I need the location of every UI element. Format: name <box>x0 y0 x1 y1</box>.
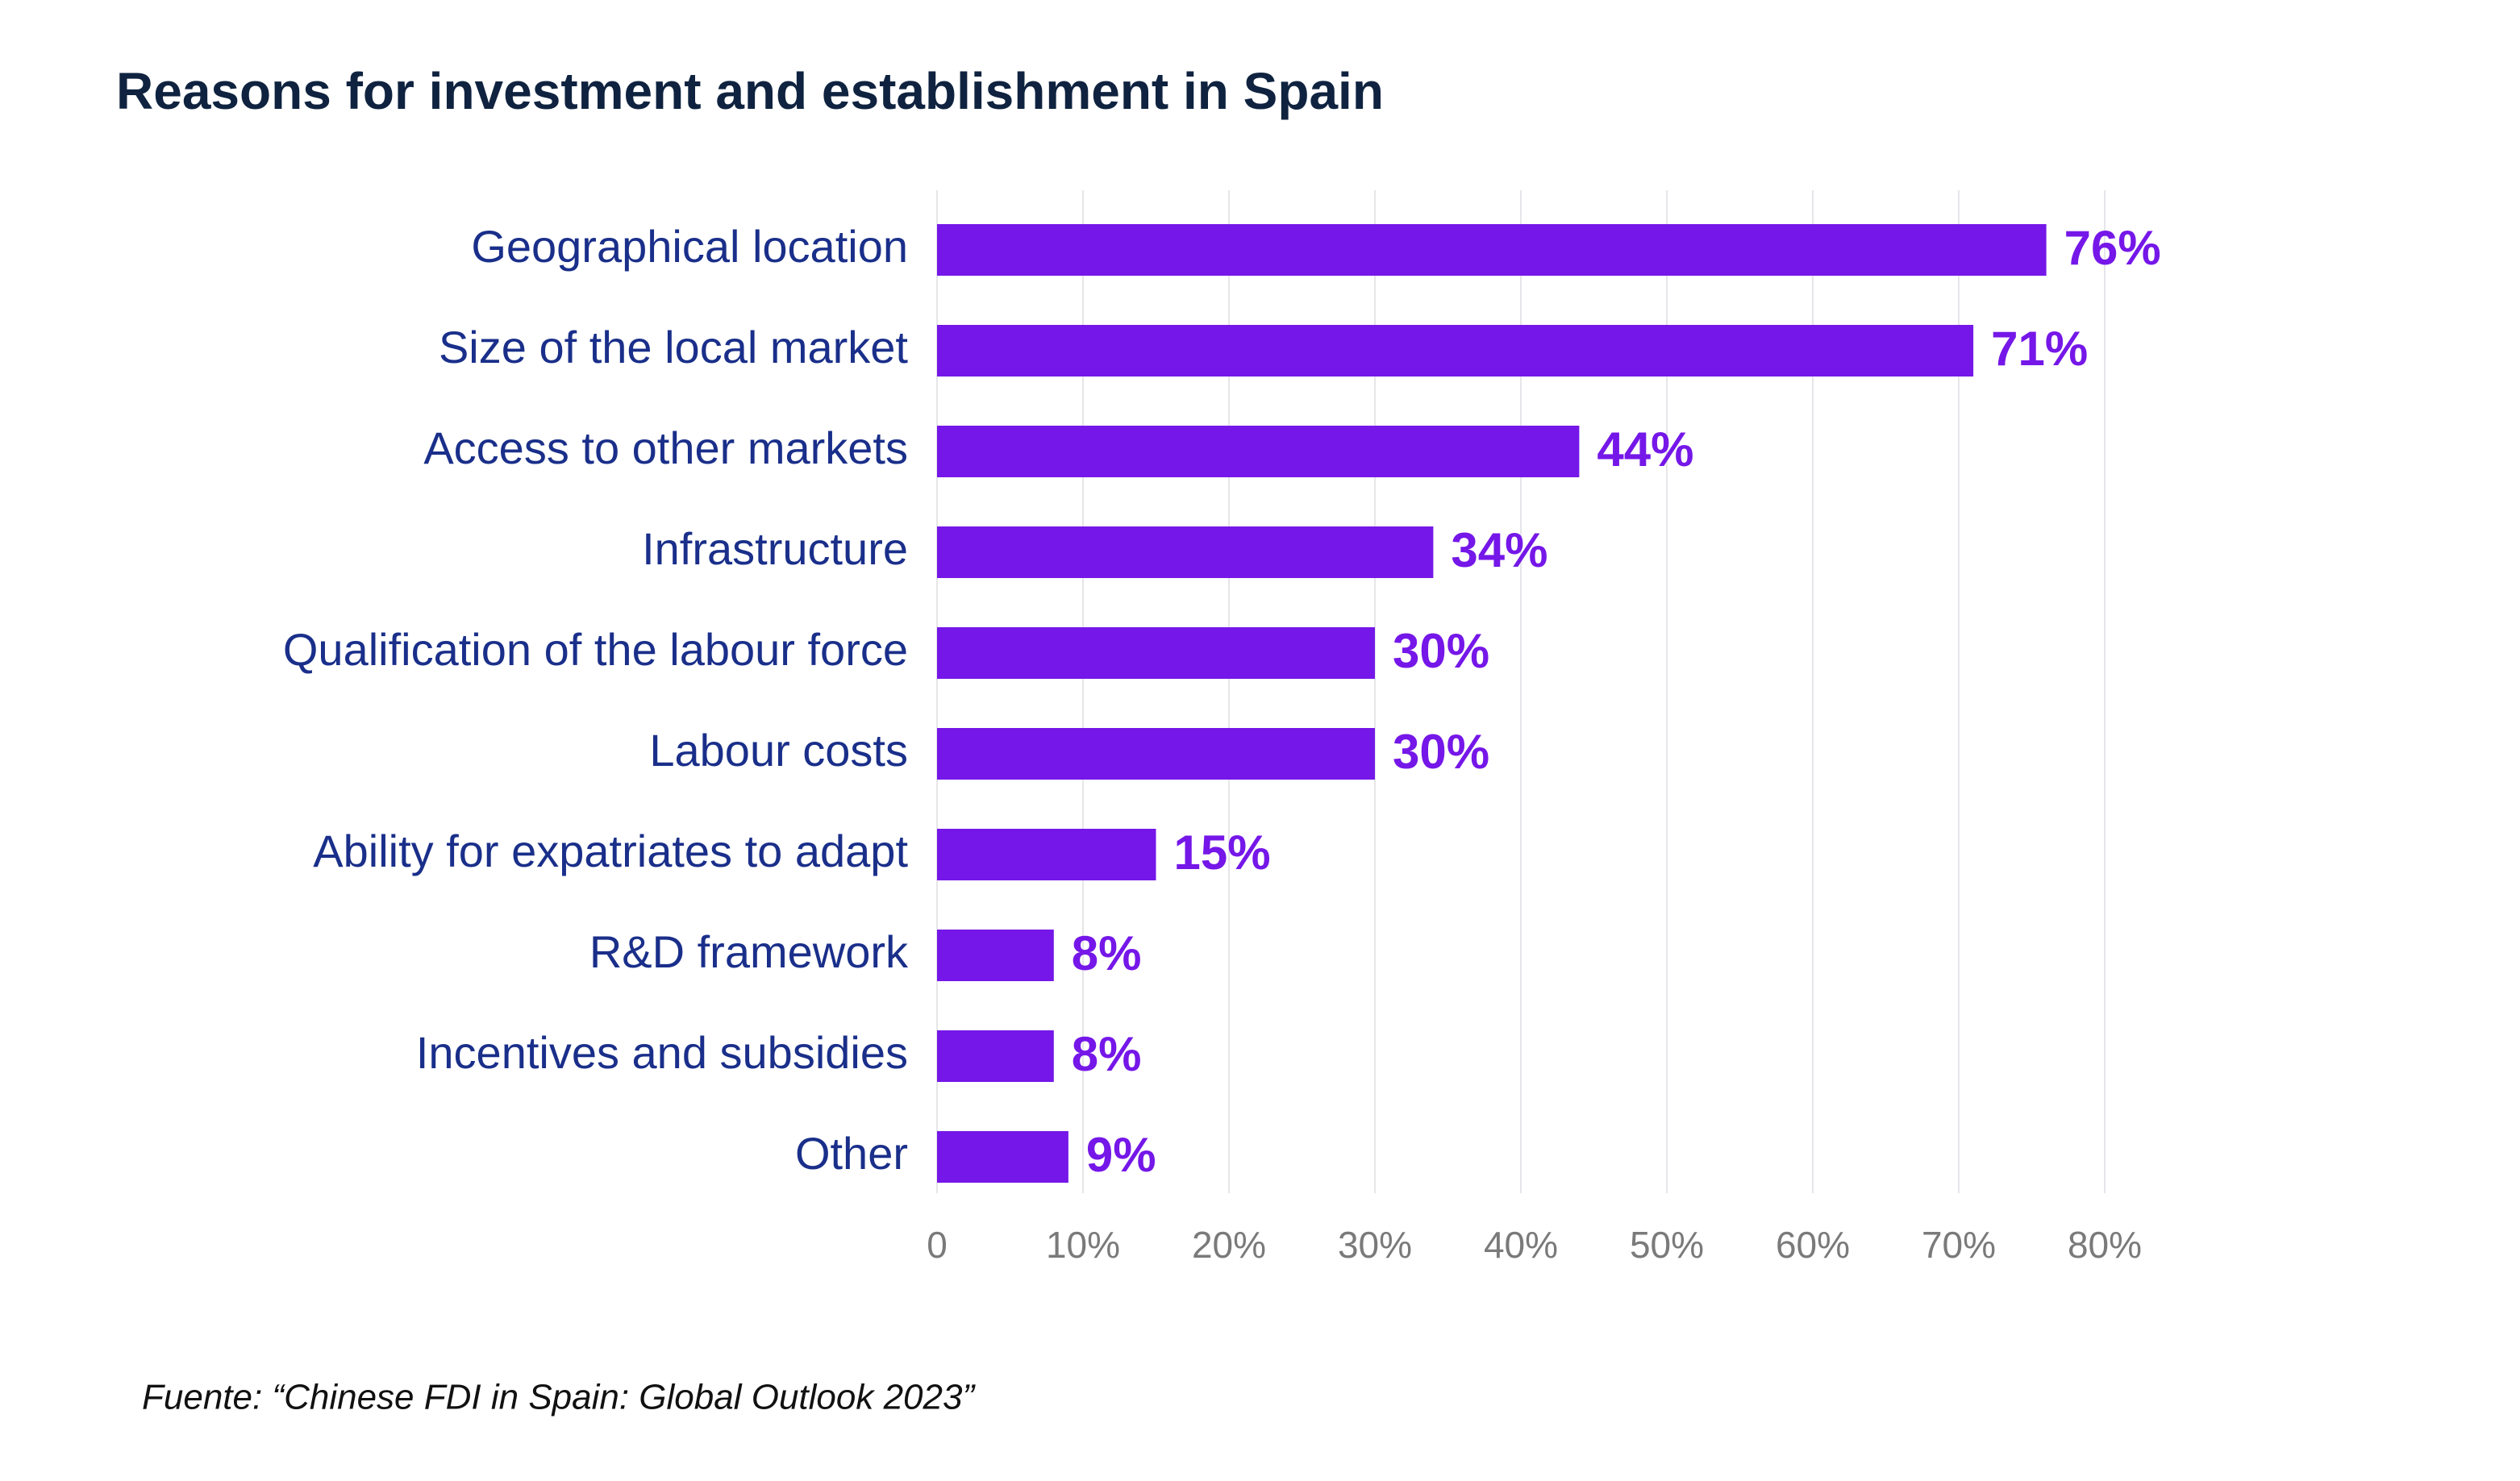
x-tick-label: 60% <box>1776 1224 1850 1266</box>
category-label: Infrastructure <box>642 523 908 574</box>
x-tick-label: 0 <box>927 1224 948 1266</box>
source-note: Fuente: “Chinese FDI in Spain: Global Ou… <box>142 1378 976 1417</box>
value-label: 44% <box>1597 422 1693 476</box>
bar <box>937 930 1054 981</box>
category-label: Qualification of the labour force <box>283 624 908 675</box>
category-label: Ability for expatriates to adapt <box>313 826 908 876</box>
value-label: 30% <box>1393 624 1489 678</box>
category-label: R&D framework <box>589 926 909 977</box>
value-label: 9% <box>1086 1128 1156 1182</box>
x-tick-label: 30% <box>1338 1224 1412 1266</box>
category-label: Size of the local market <box>439 322 908 372</box>
category-label: Geographical location <box>471 221 908 272</box>
value-label: 34% <box>1451 523 1547 577</box>
bar <box>937 728 1375 780</box>
bar <box>937 426 1580 477</box>
x-tick-label: 50% <box>1630 1224 1704 1266</box>
bar <box>937 325 1974 376</box>
category-label: Other <box>795 1128 908 1179</box>
x-tick-label: 70% <box>1922 1224 1996 1266</box>
x-tick-label: 80% <box>2068 1224 2142 1266</box>
value-label: 15% <box>1174 826 1271 880</box>
value-label: 8% <box>1072 926 1142 980</box>
value-label: 76% <box>2064 221 2161 275</box>
value-label: 71% <box>1991 322 2088 376</box>
bar <box>937 526 1434 578</box>
x-tick-label: 10% <box>1046 1224 1120 1266</box>
bar <box>937 1030 1054 1082</box>
bar <box>937 627 1375 679</box>
bar <box>937 1131 1068 1183</box>
category-label: Access to other markets <box>423 422 908 473</box>
value-label: 8% <box>1072 1027 1142 1081</box>
bar <box>937 829 1156 880</box>
category-label: Incentives and subsidies <box>416 1027 908 1078</box>
category-label: Labour costs <box>649 725 908 776</box>
x-tick-label: 20% <box>1192 1224 1266 1266</box>
x-tick-label: 40% <box>1484 1224 1558 1266</box>
chart-title: Reasons for investment and establishment… <box>116 62 1384 120</box>
value-label: 30% <box>1393 725 1489 779</box>
bar <box>937 224 2047 276</box>
